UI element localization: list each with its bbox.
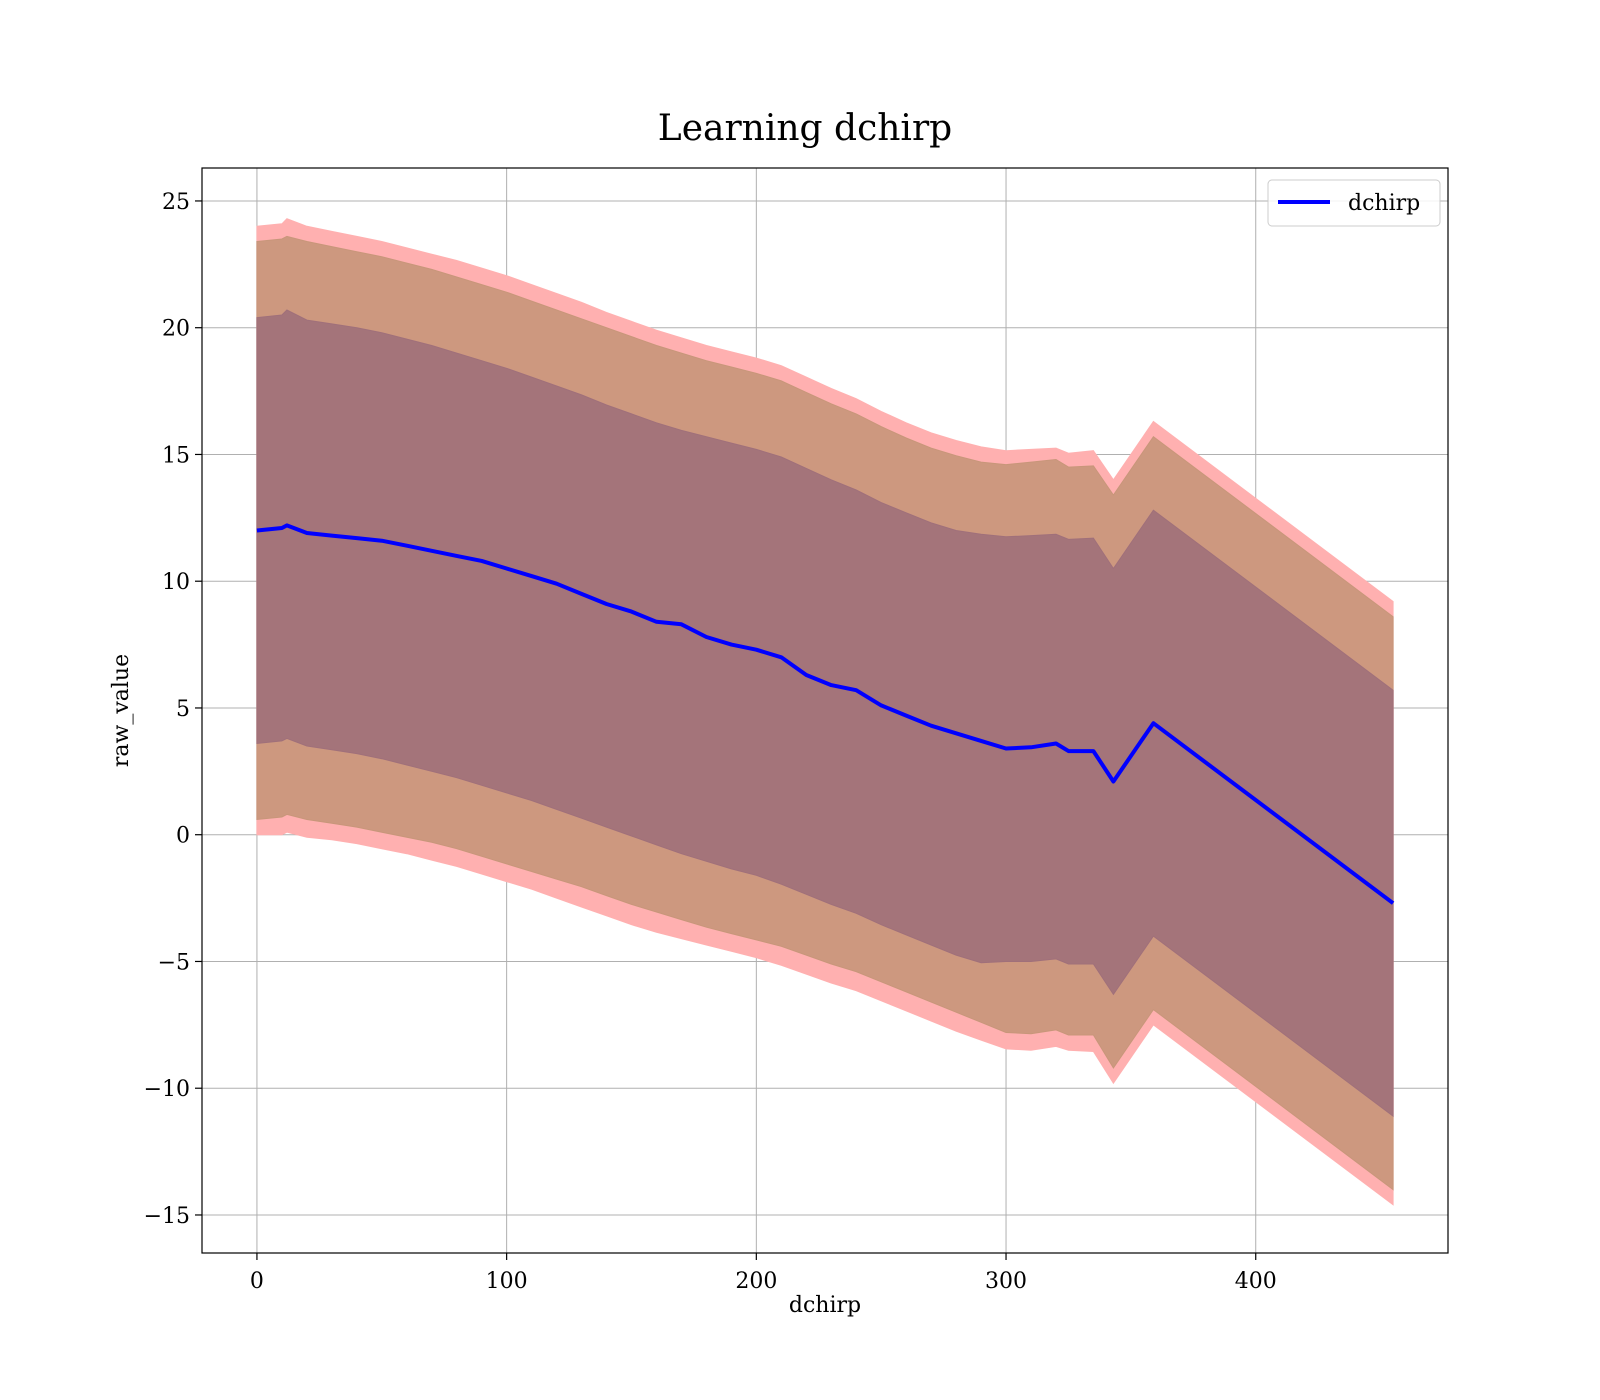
x-axis-label: dchirp [789,1293,861,1318]
legend: dchirp [1267,179,1441,227]
y-tick-label: 15 [162,443,190,468]
y-tick-label: −5 [158,950,190,975]
y-tick-label: −15 [144,1204,190,1229]
chart-title: Learning dchirp [658,108,952,149]
y-tick-label: 10 [162,570,190,595]
x-tick-label: 100 [486,1269,528,1294]
y-tick-label: 0 [176,824,190,849]
legend-box [1267,179,1441,227]
band-inner [256,309,1394,1118]
x-tick-label: 400 [1235,1269,1277,1294]
y-axis-label: raw_value [109,654,134,767]
series-line-dchirp [256,523,1395,905]
axis-ticks: 0 100 200 300 400 −15 −10 −5 0 5 10 15 20 25 [144,190,1277,1294]
y-tick-label: 25 [162,190,190,215]
plot-area [202,168,1448,1253]
plot-frame [201,167,1449,1254]
x-tick-label: 300 [985,1269,1027,1294]
y-tick-label: 20 [162,317,190,342]
y-tick-label: 5 [176,697,190,722]
legend-label-dchirp: dchirp [1348,191,1420,216]
x-tick-label: 0 [250,1269,264,1294]
x-tick-label: 200 [735,1269,777,1294]
y-tick-label: −10 [144,1077,190,1102]
